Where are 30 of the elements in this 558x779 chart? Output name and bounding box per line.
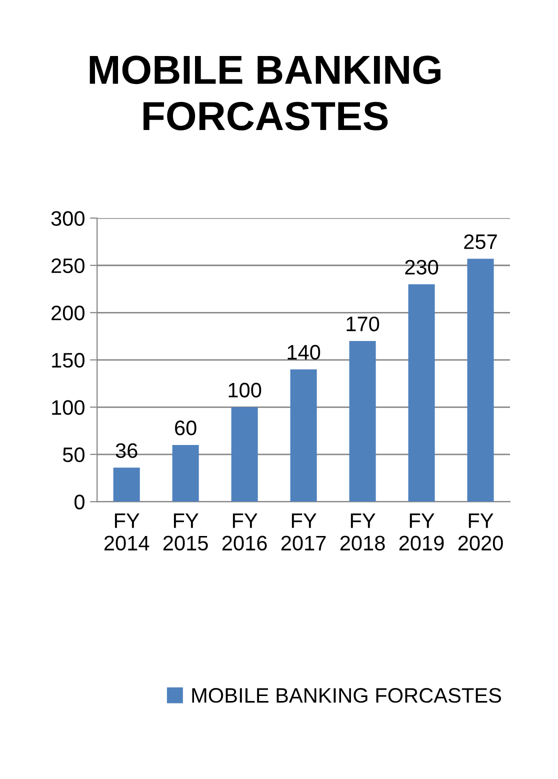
x-tick-label: FY 2014 xyxy=(104,514,150,551)
x-tick-label: FY 2017 xyxy=(281,514,326,551)
y-tick-label: 100 xyxy=(52,400,84,415)
data-label: 100 xyxy=(228,382,262,398)
y-tick-label: 250 xyxy=(52,258,84,274)
bar xyxy=(113,468,140,502)
bar xyxy=(467,258,494,502)
data-label: 140 xyxy=(288,344,320,360)
x-tick-label: FY 2016 xyxy=(222,514,267,551)
x-tick-label: FY 2019 xyxy=(399,514,444,551)
data-label: 170 xyxy=(346,316,380,332)
bar xyxy=(408,284,435,502)
bar xyxy=(290,369,317,502)
x-tick-label: FY 2018 xyxy=(340,514,385,551)
y-tick-label: 150 xyxy=(52,352,84,368)
data-label: 36 xyxy=(116,443,138,458)
chart-title: MOBILE BANKING FORCASTES xyxy=(90,56,440,130)
y-tick-label: 0 xyxy=(74,494,84,510)
y-tick-label: 50 xyxy=(62,447,84,462)
x-tick-label: FY 2020 xyxy=(458,514,503,551)
data-label: 257 xyxy=(464,234,497,250)
bar xyxy=(172,444,199,502)
data-label: 60 xyxy=(175,420,196,436)
data-label: 230 xyxy=(405,260,438,275)
legend-label: MOBILE BANKING FORCASTES xyxy=(192,688,501,703)
x-tick-label: FY 2015 xyxy=(163,514,208,551)
bar xyxy=(349,340,376,502)
y-tick-label: 300 xyxy=(51,211,84,226)
bar xyxy=(231,407,258,502)
y-tick-label: 200 xyxy=(52,306,84,320)
